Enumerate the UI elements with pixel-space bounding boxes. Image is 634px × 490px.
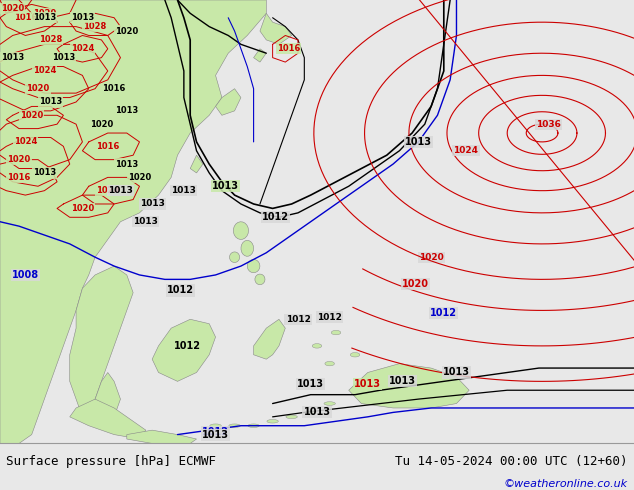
Text: 1012: 1012 (202, 427, 229, 438)
Polygon shape (152, 319, 216, 381)
Text: 1020: 1020 (90, 120, 113, 129)
Text: 1028: 1028 (39, 35, 62, 45)
Ellipse shape (286, 415, 297, 418)
Text: 1013: 1013 (202, 430, 229, 440)
Text: 1028: 1028 (84, 22, 107, 31)
Text: 1012: 1012 (430, 308, 457, 318)
Text: Tu 14-05-2024 00:00 UTC (12+60): Tu 14-05-2024 00:00 UTC (12+60) (395, 455, 628, 467)
Text: 1013: 1013 (115, 106, 138, 115)
Text: 1013: 1013 (33, 169, 56, 177)
Text: 1024: 1024 (33, 67, 56, 75)
Text: 1020: 1020 (418, 253, 444, 262)
Ellipse shape (229, 424, 240, 427)
Text: 1013: 1013 (133, 217, 158, 226)
Polygon shape (216, 89, 241, 115)
Text: 1012: 1012 (262, 212, 289, 222)
Text: 1020: 1020 (71, 204, 94, 213)
Polygon shape (260, 13, 292, 44)
Text: 1013: 1013 (1, 53, 24, 62)
Polygon shape (127, 430, 197, 443)
Text: 1012: 1012 (167, 286, 194, 295)
Text: 1020: 1020 (20, 111, 43, 120)
Polygon shape (254, 49, 266, 62)
Polygon shape (70, 399, 146, 439)
Text: ©weatheronline.co.uk: ©weatheronline.co.uk (503, 479, 628, 490)
Polygon shape (0, 0, 266, 443)
Ellipse shape (350, 352, 360, 357)
Text: 1013: 1013 (443, 368, 470, 377)
Polygon shape (230, 252, 240, 263)
Text: 1016: 1016 (103, 84, 126, 93)
Ellipse shape (324, 402, 335, 405)
Polygon shape (95, 372, 120, 426)
Text: 1013: 1013 (171, 186, 197, 195)
Text: 1013: 1013 (405, 137, 432, 147)
Polygon shape (255, 274, 265, 285)
Polygon shape (349, 364, 469, 408)
Text: 1013: 1013 (297, 379, 324, 389)
Text: Surface pressure [hPa] ECMWF: Surface pressure [hPa] ECMWF (6, 455, 216, 467)
Text: 1016: 1016 (96, 142, 119, 151)
Text: 1020: 1020 (115, 26, 138, 36)
Text: 1016: 1016 (277, 44, 300, 53)
Polygon shape (233, 222, 249, 240)
Text: 1020: 1020 (8, 155, 30, 164)
Text: 1013: 1013 (52, 53, 75, 62)
Text: 1016: 1016 (14, 13, 37, 22)
Ellipse shape (305, 411, 316, 414)
Text: 1020: 1020 (33, 9, 56, 18)
Text: 1013: 1013 (39, 98, 62, 106)
Polygon shape (190, 155, 203, 173)
Text: 1013: 1013 (139, 199, 165, 208)
Text: 1020: 1020 (128, 173, 151, 182)
Text: 1036: 1036 (536, 120, 561, 129)
Ellipse shape (210, 424, 221, 427)
Text: 1013: 1013 (108, 186, 133, 195)
Text: 1016: 1016 (8, 173, 30, 182)
Text: 1024: 1024 (96, 186, 119, 195)
Text: 1024: 1024 (453, 147, 479, 155)
Text: 1013: 1013 (115, 160, 138, 169)
Text: 1013: 1013 (389, 376, 416, 387)
Text: 1024: 1024 (14, 137, 37, 147)
Ellipse shape (248, 424, 259, 427)
Ellipse shape (332, 330, 341, 335)
Text: 1008: 1008 (12, 270, 39, 280)
Text: 1012: 1012 (285, 315, 311, 324)
Polygon shape (247, 259, 260, 273)
Text: 1013: 1013 (354, 379, 381, 389)
Text: 1012: 1012 (317, 313, 342, 321)
Ellipse shape (267, 419, 278, 423)
Text: 1013: 1013 (212, 181, 238, 191)
Text: 1013: 1013 (71, 13, 94, 22)
Text: 1020: 1020 (402, 279, 429, 289)
Text: 1024: 1024 (71, 44, 94, 53)
Polygon shape (241, 241, 254, 256)
Text: 1020: 1020 (1, 4, 24, 13)
Text: 1020: 1020 (27, 84, 49, 93)
Ellipse shape (312, 343, 321, 348)
Text: 1013: 1013 (304, 407, 330, 417)
Polygon shape (254, 319, 285, 359)
Text: 1012: 1012 (174, 341, 200, 351)
Text: 1013: 1013 (33, 13, 56, 22)
Polygon shape (70, 266, 133, 417)
Ellipse shape (325, 362, 335, 366)
